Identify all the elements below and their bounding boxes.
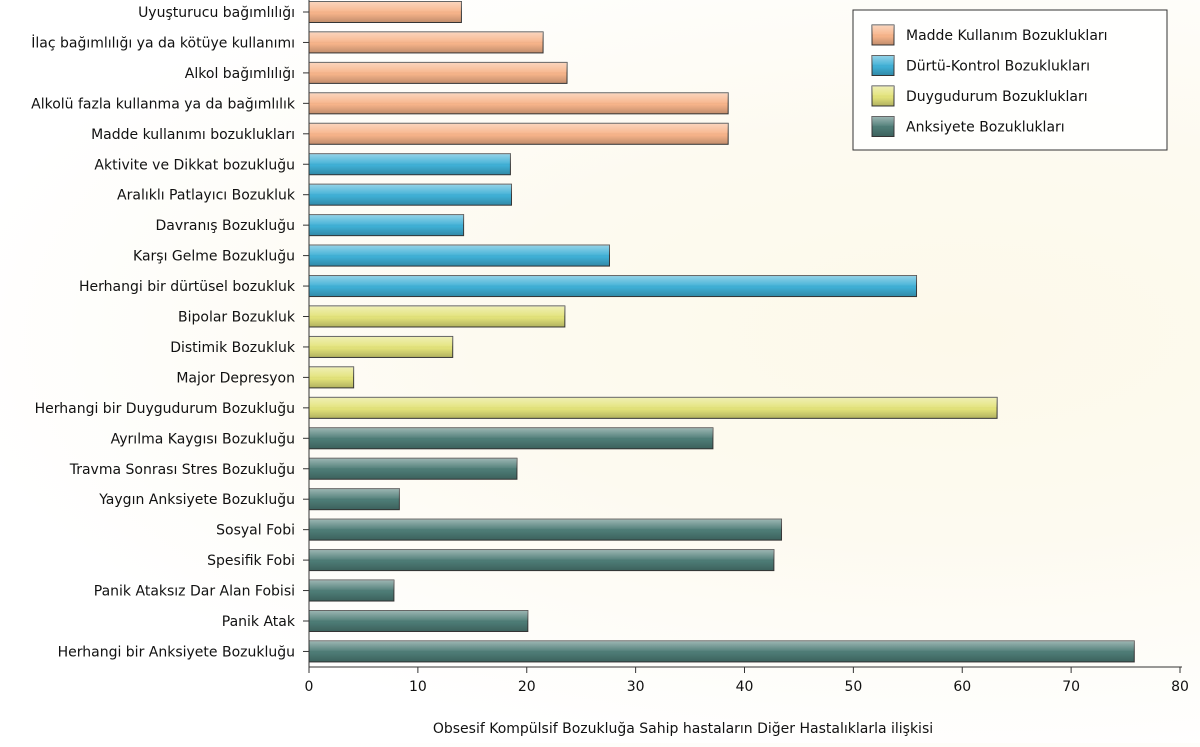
bar-major-depresyon [308,366,355,389]
x-axis-title: Obsesif Kompülsif Bozukluğa Sahip hastal… [433,721,933,737]
legend: Madde Kullanım Bozuklukları Dürtü-Kontrol… [852,9,1168,151]
bar-alkol-bagimliligi [308,61,568,84]
y-tick-label-alkolu-fazla-kullanma-ya-da-bagimlilik: Alkolü fazla kullanma ya da bağımlılık [31,96,296,112]
y-tick-label-alkol-bagimliligi: Alkol bağımlılığı [185,66,295,82]
bar-ilac-bagimliligi-ya-da-kotuye-kullanimi [308,31,544,54]
y-tick-label-aktivite-ve-dikkat-bozuklugu: Aktivite ve Dikkat bozukluğu [94,157,295,173]
bar-herhangi-bir-anksiyete-bozuklugu [308,640,1135,663]
legend-label-anksiyete-bozukluklari: Anksiyete Bozuklukları [906,120,1065,136]
bar-travma-sonrasi-stres-bozuklugu [308,457,518,480]
x-tick-label-60: 60 [953,679,971,695]
y-tick-label-davranis-bozuklugu: Davranış Bozukluğu [155,218,295,234]
bar-herhangi-bir-duygudurum-bozuklugu [308,396,998,419]
bar-herhangi-bir-durtusel-bozukluk [308,275,918,298]
bar-distimik-bozukluk [308,335,454,358]
bar-madde-kullanimi-bozukluklari [308,122,729,145]
y-tick-label-aralikli-patlayici-bozukluk: Aralıklı Patlayıcı Bozukluk [117,188,296,204]
x-axis: Uyuşturucu bağımlılığı İlaç bağımlılığı y… [31,0,1189,737]
x-tick-label-50: 50 [844,679,862,695]
bar-panik-ataksiz-dar-alan-fobisi [308,579,395,602]
legend-label-durtu-kontrol-bozukluklari: Dürtü-Kontrol Bozuklukları [906,59,1090,75]
y-tick-label-karsi-gelme-bozuklugu: Karşı Gelme Bozukluğu [133,249,295,265]
x-tick-label-80: 80 [1171,679,1189,695]
y-tick-label-spesifik-fobi: Spesifik Fobi [207,553,295,569]
bar-uyusturucu-bagimliligi [308,1,462,23]
bar-bipolar-bozukluk [308,305,566,328]
y-tick-label-herhangi-bir-duygudurum-bozuklugu: Herhangi bir Duygudurum Bozukluğu [35,401,295,417]
x-tick-label-20: 20 [518,679,536,695]
y-tick-label-sosyal-fobi: Sosyal Fobi [216,523,295,539]
y-tick-label-distimik-bozukluk: Distimik Bozukluk [170,340,296,356]
y-tick-label-panik-atak: Panik Atak [222,614,296,630]
legend-label-madde-kullanim-bozukluklari: Madde Kullanım Bozuklukları [906,28,1108,44]
y-tick-label-panik-ataksiz-dar-alan-fobisi: Panik Ataksız Dar Alan Fobisi [94,584,295,600]
y-tick-label-ilac-bagimliligi-ya-da-kotuye-kullanimi: İlaç bağımlılığı ya da kötüye kullanımı [31,33,295,51]
legend-box [852,9,1168,151]
x-tick-label-30: 30 [627,679,645,695]
y-tick-label-major-depresyon: Major Depresyon [176,370,295,386]
y-tick-label-travma-sonrasi-stres-bozuklugu: Travma Sonrası Stres Bozukluğu [69,462,295,478]
bar-aktivite-ve-dikkat-bozuklugu [308,153,511,176]
y-tick-label-uyusturucu-bagimliligi: Uyuşturucu bağımlılığı [138,5,295,21]
x-tick-label-40: 40 [736,679,754,695]
legend-swatch-shade-madde-kullanim-bozukluklari [872,25,894,45]
bar-aralikli-patlayici-bozukluk [308,183,513,206]
y-tick-label-ayrilma-kaygisi-bozuklugu: Ayrılma Kaygısı Bozukluğu [111,431,295,447]
bar-alkolu-fazla-kullanma-ya-da-bagimlilik [308,92,729,115]
bar-yaygin-anksiyete-bozuklugu [308,488,400,511]
legend-swatch-shade-durtu-kontrol-bozukluklari [872,55,894,76]
bar-panik-atak [308,610,529,632]
y-tick-label-herhangi-bir-durtusel-bozukluk: Herhangi bir dürtüsel bozukluk [79,279,296,295]
bar-sosyal-fobi [308,518,783,541]
x-tick-label-0: 0 [305,679,314,695]
bar-spesifik-fobi [308,549,775,572]
bar-davranis-bozuklugu [308,214,465,237]
y-tick-label-yaygin-anksiyete-bozuklugu: Yaygın Anksiyete Bozukluğu [98,492,295,508]
legend-label-duygudurum-bozukluklari: Duygudurum Bozuklukları [906,89,1088,105]
bar-karsi-gelme-bozuklugu [308,244,610,267]
legend-swatch-shade-duygudurum-bozukluklari [872,86,894,106]
y-tick-label-herhangi-bir-anksiyete-bozuklugu: Herhangi bir Anksiyete Bozukluğu [58,644,295,660]
bar-ayrilma-kaygisi-bozuklugu [308,427,714,450]
x-tick-label-10: 10 [409,679,427,695]
x-tick-label-70: 70 [1062,679,1080,695]
y-tick-label-madde-kullanimi-bozukluklari: Madde kullanımı bozuklukları [91,127,295,143]
y-tick-label-bipolar-bozukluk: Bipolar Bozukluk [178,310,296,326]
legend-swatch-shade-anksiyete-bozukluklari [872,116,894,137]
